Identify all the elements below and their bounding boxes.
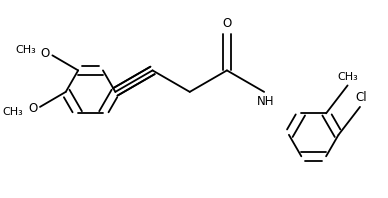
Text: CH₃: CH₃ xyxy=(3,107,24,117)
Text: CH₃: CH₃ xyxy=(15,45,36,55)
Text: CH₃: CH₃ xyxy=(337,72,358,82)
Text: NH: NH xyxy=(257,95,274,108)
Text: Cl: Cl xyxy=(356,91,367,104)
Text: O: O xyxy=(222,17,232,30)
Text: O: O xyxy=(41,47,50,60)
Text: O: O xyxy=(28,102,38,115)
